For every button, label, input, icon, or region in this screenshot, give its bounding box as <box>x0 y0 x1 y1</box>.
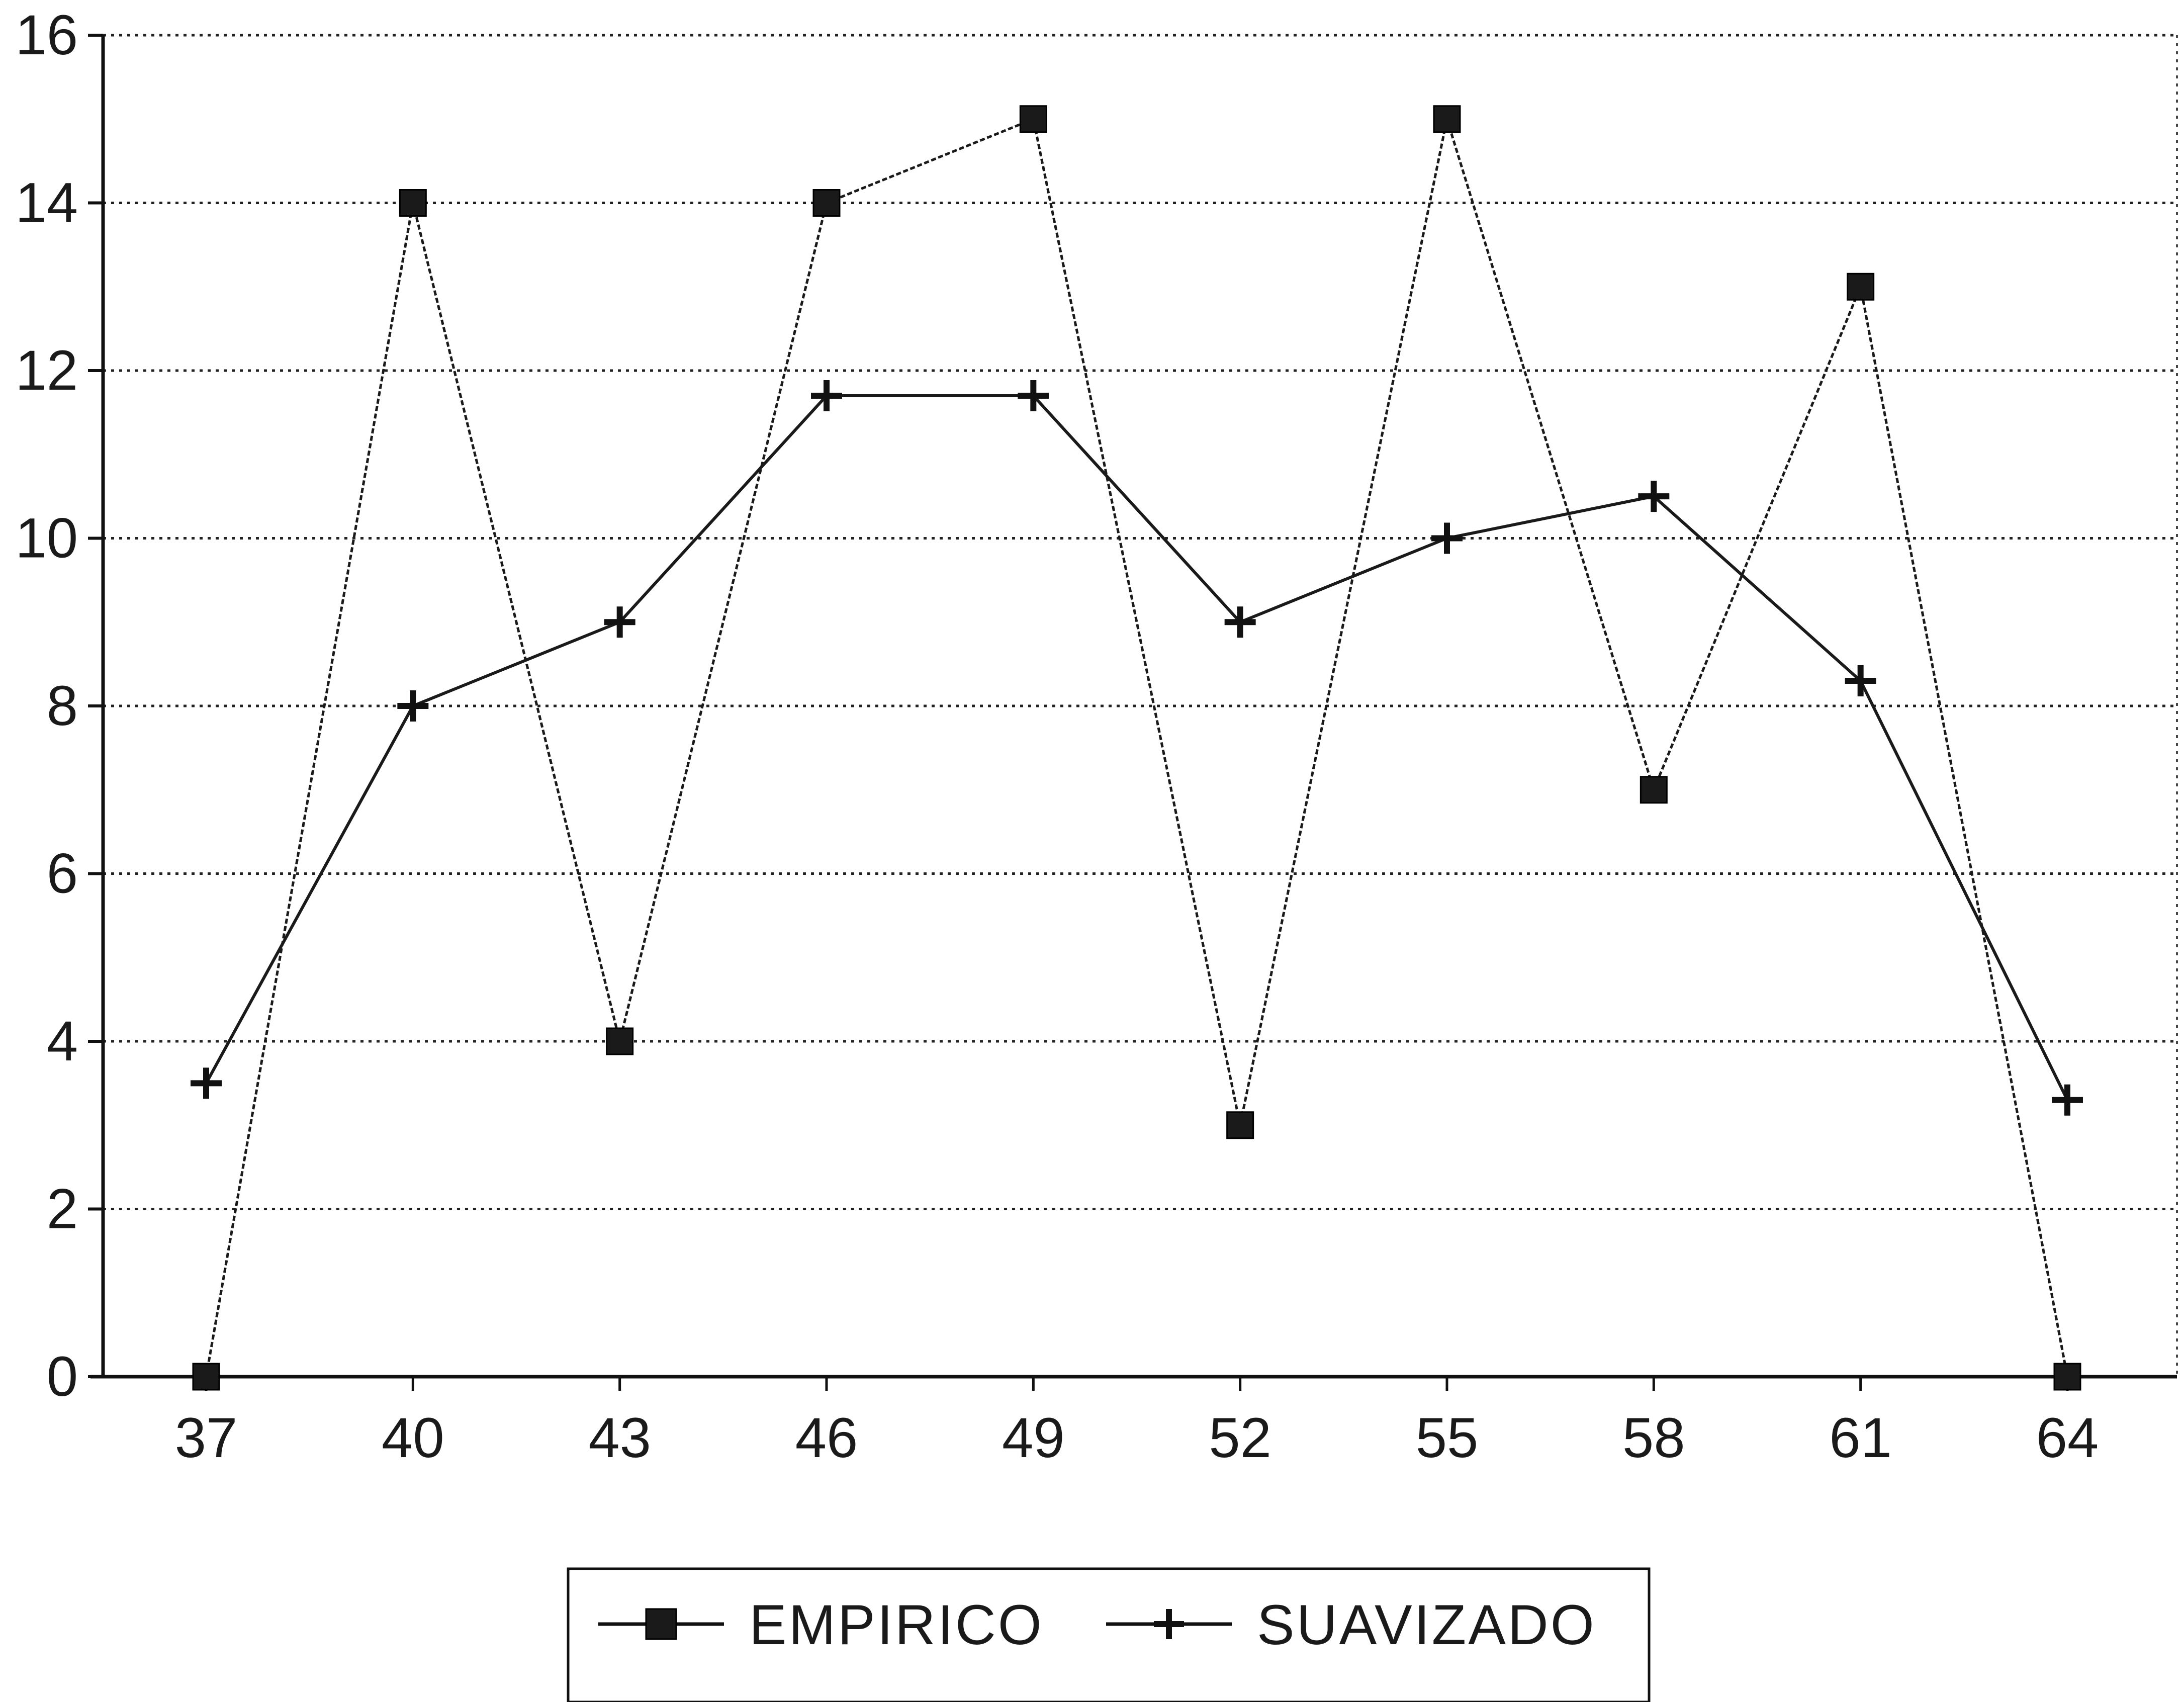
data-point-suavizado <box>604 606 635 638</box>
x-tick-label: 46 <box>795 1406 858 1469</box>
data-point-empirico <box>1226 1111 1254 1139</box>
y-tick-label: 10 <box>15 507 78 570</box>
data-point-suavizado <box>811 380 842 412</box>
data-point-empirico <box>2053 1363 2081 1391</box>
x-tick-label: 49 <box>1002 1406 1065 1469</box>
data-point-suavizado <box>191 1067 222 1099</box>
data-point-empirico <box>1019 105 1047 133</box>
data-point-suavizado <box>1224 606 1256 638</box>
data-point-suavizado <box>1845 665 1876 696</box>
data-point-empirico <box>192 1363 220 1391</box>
legend-label-suavizado: SUAVIZADO <box>1257 1593 1596 1656</box>
data-point-suavizado <box>1018 380 1049 412</box>
x-tick-label: 43 <box>588 1406 651 1469</box>
legend-label-empirico: EMPIRICO <box>749 1593 1044 1656</box>
x-tick-label: 64 <box>2036 1406 2099 1469</box>
x-tick-label: 58 <box>1622 1406 1685 1469</box>
data-point-suavizado <box>397 690 429 722</box>
x-tick-label: 40 <box>382 1406 444 1469</box>
y-tick-label: 6 <box>47 842 78 905</box>
y-tick-label: 2 <box>47 1178 78 1240</box>
legend: EMPIRICO SUAVIZADO <box>567 1567 1651 1702</box>
legend-box <box>567 1567 1651 1702</box>
legend-marker-empirico <box>645 1608 677 1640</box>
series-empirico <box>192 105 2081 1391</box>
series-line-suavizado <box>205 394 2069 1101</box>
data-point-empirico <box>1433 105 1461 133</box>
data-point-suavizado <box>2052 1084 2083 1116</box>
y-tick-label: 16 <box>15 4 78 66</box>
x-tick-label: 37 <box>175 1406 238 1469</box>
y-tick-label: 12 <box>15 339 78 402</box>
data-point-empirico <box>606 1027 634 1055</box>
data-point-empirico <box>812 189 841 217</box>
series-layer <box>191 105 2083 1391</box>
y-tick-label: 8 <box>47 674 78 737</box>
series-line-empirico <box>205 118 2069 1377</box>
y-tick-label: 0 <box>47 1345 78 1408</box>
data-point-empirico <box>1640 776 1668 804</box>
series-suavizado <box>191 380 2083 1116</box>
x-tick-label: 55 <box>1416 1406 1479 1469</box>
data-point-empirico <box>1847 273 1875 301</box>
data-point-suavizado <box>1638 481 1670 512</box>
x-tick-label: 61 <box>1829 1406 1892 1469</box>
x-tick-label: 52 <box>1209 1406 1271 1469</box>
y-tick-label: 14 <box>15 171 78 234</box>
data-point-empirico <box>399 189 427 217</box>
legend-marker-suavizado <box>1154 1609 1184 1639</box>
data-point-suavizado <box>1431 522 1463 554</box>
y-tick-label: 4 <box>47 1010 78 1072</box>
